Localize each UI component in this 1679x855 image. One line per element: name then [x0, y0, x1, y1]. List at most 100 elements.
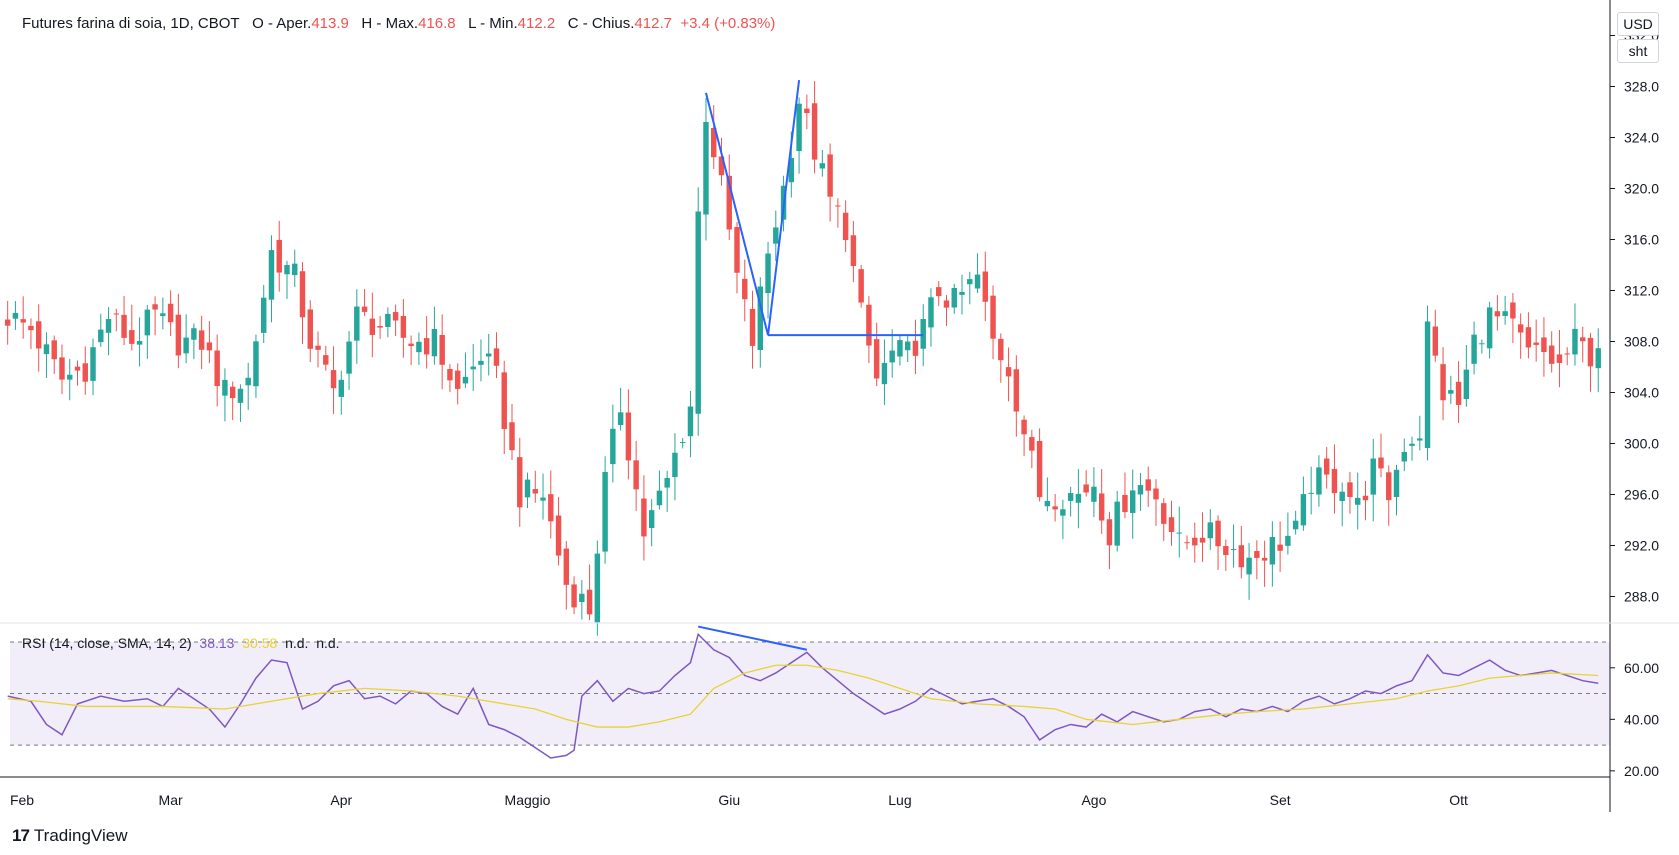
candle-down[interactable] [400, 299, 407, 358]
candle-down[interactable] [625, 389, 632, 480]
tradingview-brand[interactable]: 17 TradingView [12, 826, 127, 846]
candle-down[interactable] [912, 319, 919, 374]
candle-up[interactable] [245, 362, 251, 410]
candle-up[interactable] [928, 288, 934, 347]
candle-down[interactable] [811, 81, 818, 174]
candle-down[interactable] [323, 345, 329, 371]
candle-up[interactable] [1355, 472, 1361, 530]
candle-up[interactable] [1393, 464, 1400, 516]
candle-down[interactable] [369, 292, 376, 358]
candle-down[interactable] [1494, 295, 1501, 331]
candle-up[interactable] [1285, 512, 1291, 555]
candle-down[interactable] [377, 316, 383, 339]
candle-down[interactable] [28, 318, 34, 350]
candle-up[interactable] [672, 433, 678, 501]
candle-up[interactable] [253, 334, 259, 398]
candle-up[interactable] [1129, 469, 1136, 539]
candle-up[interactable] [951, 283, 957, 314]
candle-down[interactable] [1254, 540, 1260, 580]
candle-down[interactable] [1238, 526, 1245, 579]
candle-down[interactable] [175, 293, 182, 369]
candle-down[interactable] [749, 290, 756, 369]
candle-down[interactable] [1098, 469, 1105, 534]
candle-down[interactable] [1440, 347, 1446, 421]
candle-up[interactable] [594, 540, 601, 636]
candle-up[interactable] [1075, 469, 1082, 529]
candle-down[interactable] [1261, 540, 1268, 587]
candle-down[interactable] [1013, 355, 1020, 437]
candle-down[interactable] [1510, 292, 1516, 344]
candle-down[interactable] [1215, 515, 1221, 570]
candle-down[interactable] [152, 296, 158, 336]
candle-up[interactable] [1308, 466, 1314, 515]
candle-up[interactable] [617, 387, 624, 431]
candle-down[interactable] [1184, 535, 1190, 550]
candle-up[interactable] [1401, 438, 1407, 472]
candle-up[interactable] [897, 335, 903, 366]
candle-down[interactable] [641, 475, 647, 561]
candle-down[interactable] [1005, 347, 1012, 402]
candle-up[interactable] [237, 384, 244, 422]
candle-up[interactable] [1502, 296, 1508, 325]
candle-down[interactable] [873, 322, 880, 387]
candle-up[interactable] [268, 235, 275, 323]
candle-up[interactable] [43, 332, 50, 378]
candle-up[interactable] [1339, 482, 1345, 527]
candle-down[interactable] [1347, 471, 1353, 514]
candle-up[interactable] [1114, 490, 1120, 552]
candle-up[interactable] [284, 260, 290, 299]
candle-down[interactable] [1386, 465, 1392, 526]
candle-down[interactable] [850, 220, 857, 283]
candle-up[interactable] [1316, 455, 1322, 507]
candle-up[interactable] [222, 368, 228, 422]
candle-up[interactable] [524, 472, 531, 509]
candle-down[interactable] [633, 440, 639, 511]
candle-down[interactable] [392, 304, 399, 337]
candle-up[interactable] [1479, 339, 1485, 354]
rsi-pane[interactable] [7, 625, 1610, 759]
candle-down[interactable] [276, 220, 282, 292]
candle-up[interactable] [773, 210, 779, 262]
candle-up[interactable] [1595, 328, 1601, 393]
candle-up[interactable] [105, 307, 112, 356]
unit-badge[interactable]: sht [1617, 39, 1659, 63]
candle-down[interactable] [307, 300, 313, 363]
candle-up[interactable] [1424, 305, 1431, 461]
candle-down[interactable] [827, 143, 833, 222]
candle-down[interactable] [1122, 472, 1128, 519]
candle-down[interactable] [1548, 331, 1555, 373]
candle-up[interactable] [1300, 476, 1307, 531]
candle-up[interactable] [1137, 472, 1144, 511]
candle-up[interactable] [796, 97, 802, 174]
candle-up[interactable] [346, 331, 352, 390]
candle-down[interactable] [586, 564, 593, 621]
candle-down[interactable] [59, 344, 65, 395]
candle-up[interactable] [1463, 344, 1470, 407]
candle-up[interactable] [144, 305, 151, 359]
candle-down[interactable] [1580, 326, 1586, 363]
candle-up[interactable] [90, 338, 96, 396]
candle-up[interactable] [610, 404, 616, 483]
divergence-line[interactable] [698, 625, 808, 651]
candle-down[interactable] [1106, 511, 1113, 570]
candle-up[interactable] [757, 277, 763, 368]
candle-down[interactable] [206, 321, 213, 364]
candle-down[interactable] [113, 308, 120, 332]
candle-up[interactable] [819, 150, 826, 177]
candle-down[interactable] [129, 304, 135, 351]
candle-down[interactable] [1052, 494, 1058, 522]
candle-down[interactable] [1556, 329, 1563, 388]
candle-up[interactable] [703, 98, 709, 241]
candle-up[interactable] [1572, 303, 1578, 366]
candle-up[interactable] [470, 343, 476, 391]
candle-down[interactable] [1192, 522, 1198, 563]
candle-up[interactable] [656, 470, 663, 510]
currency-badge[interactable]: USD [1617, 12, 1659, 36]
candle-down[interactable] [1455, 361, 1462, 423]
candle-down[interactable] [4, 300, 11, 345]
candle-down[interactable] [866, 296, 872, 364]
candle-down[interactable] [842, 200, 849, 253]
candle-down[interactable] [1199, 512, 1206, 562]
candle-down[interactable] [726, 154, 732, 241]
